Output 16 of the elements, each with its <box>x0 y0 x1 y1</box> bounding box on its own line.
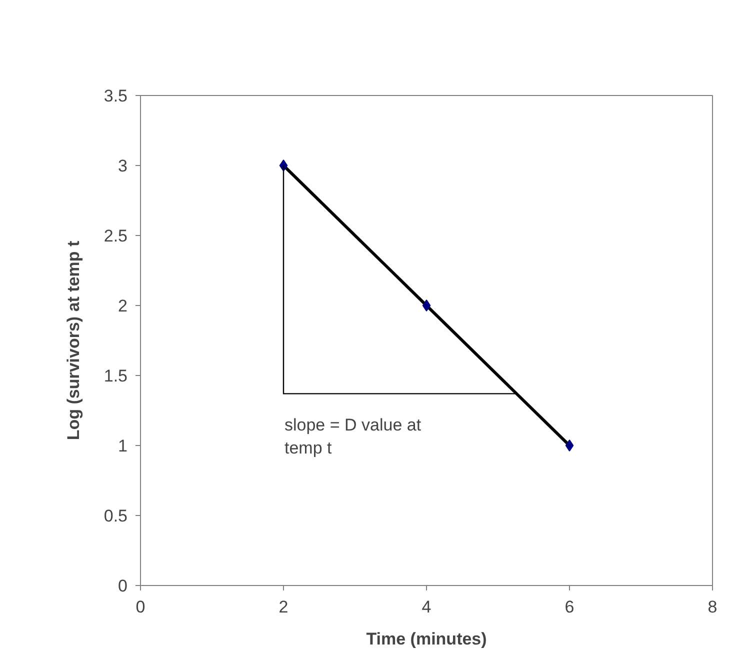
y-tick-label: 3 <box>118 156 128 176</box>
y-tick-label: 2.5 <box>104 226 128 246</box>
x-tick-label: 6 <box>564 598 574 616</box>
x-tick-label: 4 <box>422 598 432 616</box>
y-axis-title: Log (survivors) at temp t <box>64 240 83 440</box>
x-tick-label: 8 <box>708 598 718 616</box>
y-tick-label: 0.5 <box>104 506 128 526</box>
y-tick-label: 2 <box>118 296 128 316</box>
y-tick-label: 1 <box>118 436 128 456</box>
y-tick-label: 1.5 <box>104 366 128 386</box>
x-tick-label: 2 <box>278 598 288 616</box>
y-tick-label: 0 <box>118 576 128 596</box>
x-tick-label: 0 <box>136 598 146 616</box>
x-axis-title: Time (minutes) <box>366 630 487 648</box>
y-tick-label: 3.5 <box>104 86 128 106</box>
annotation: slope = D value at temp t <box>284 416 422 458</box>
